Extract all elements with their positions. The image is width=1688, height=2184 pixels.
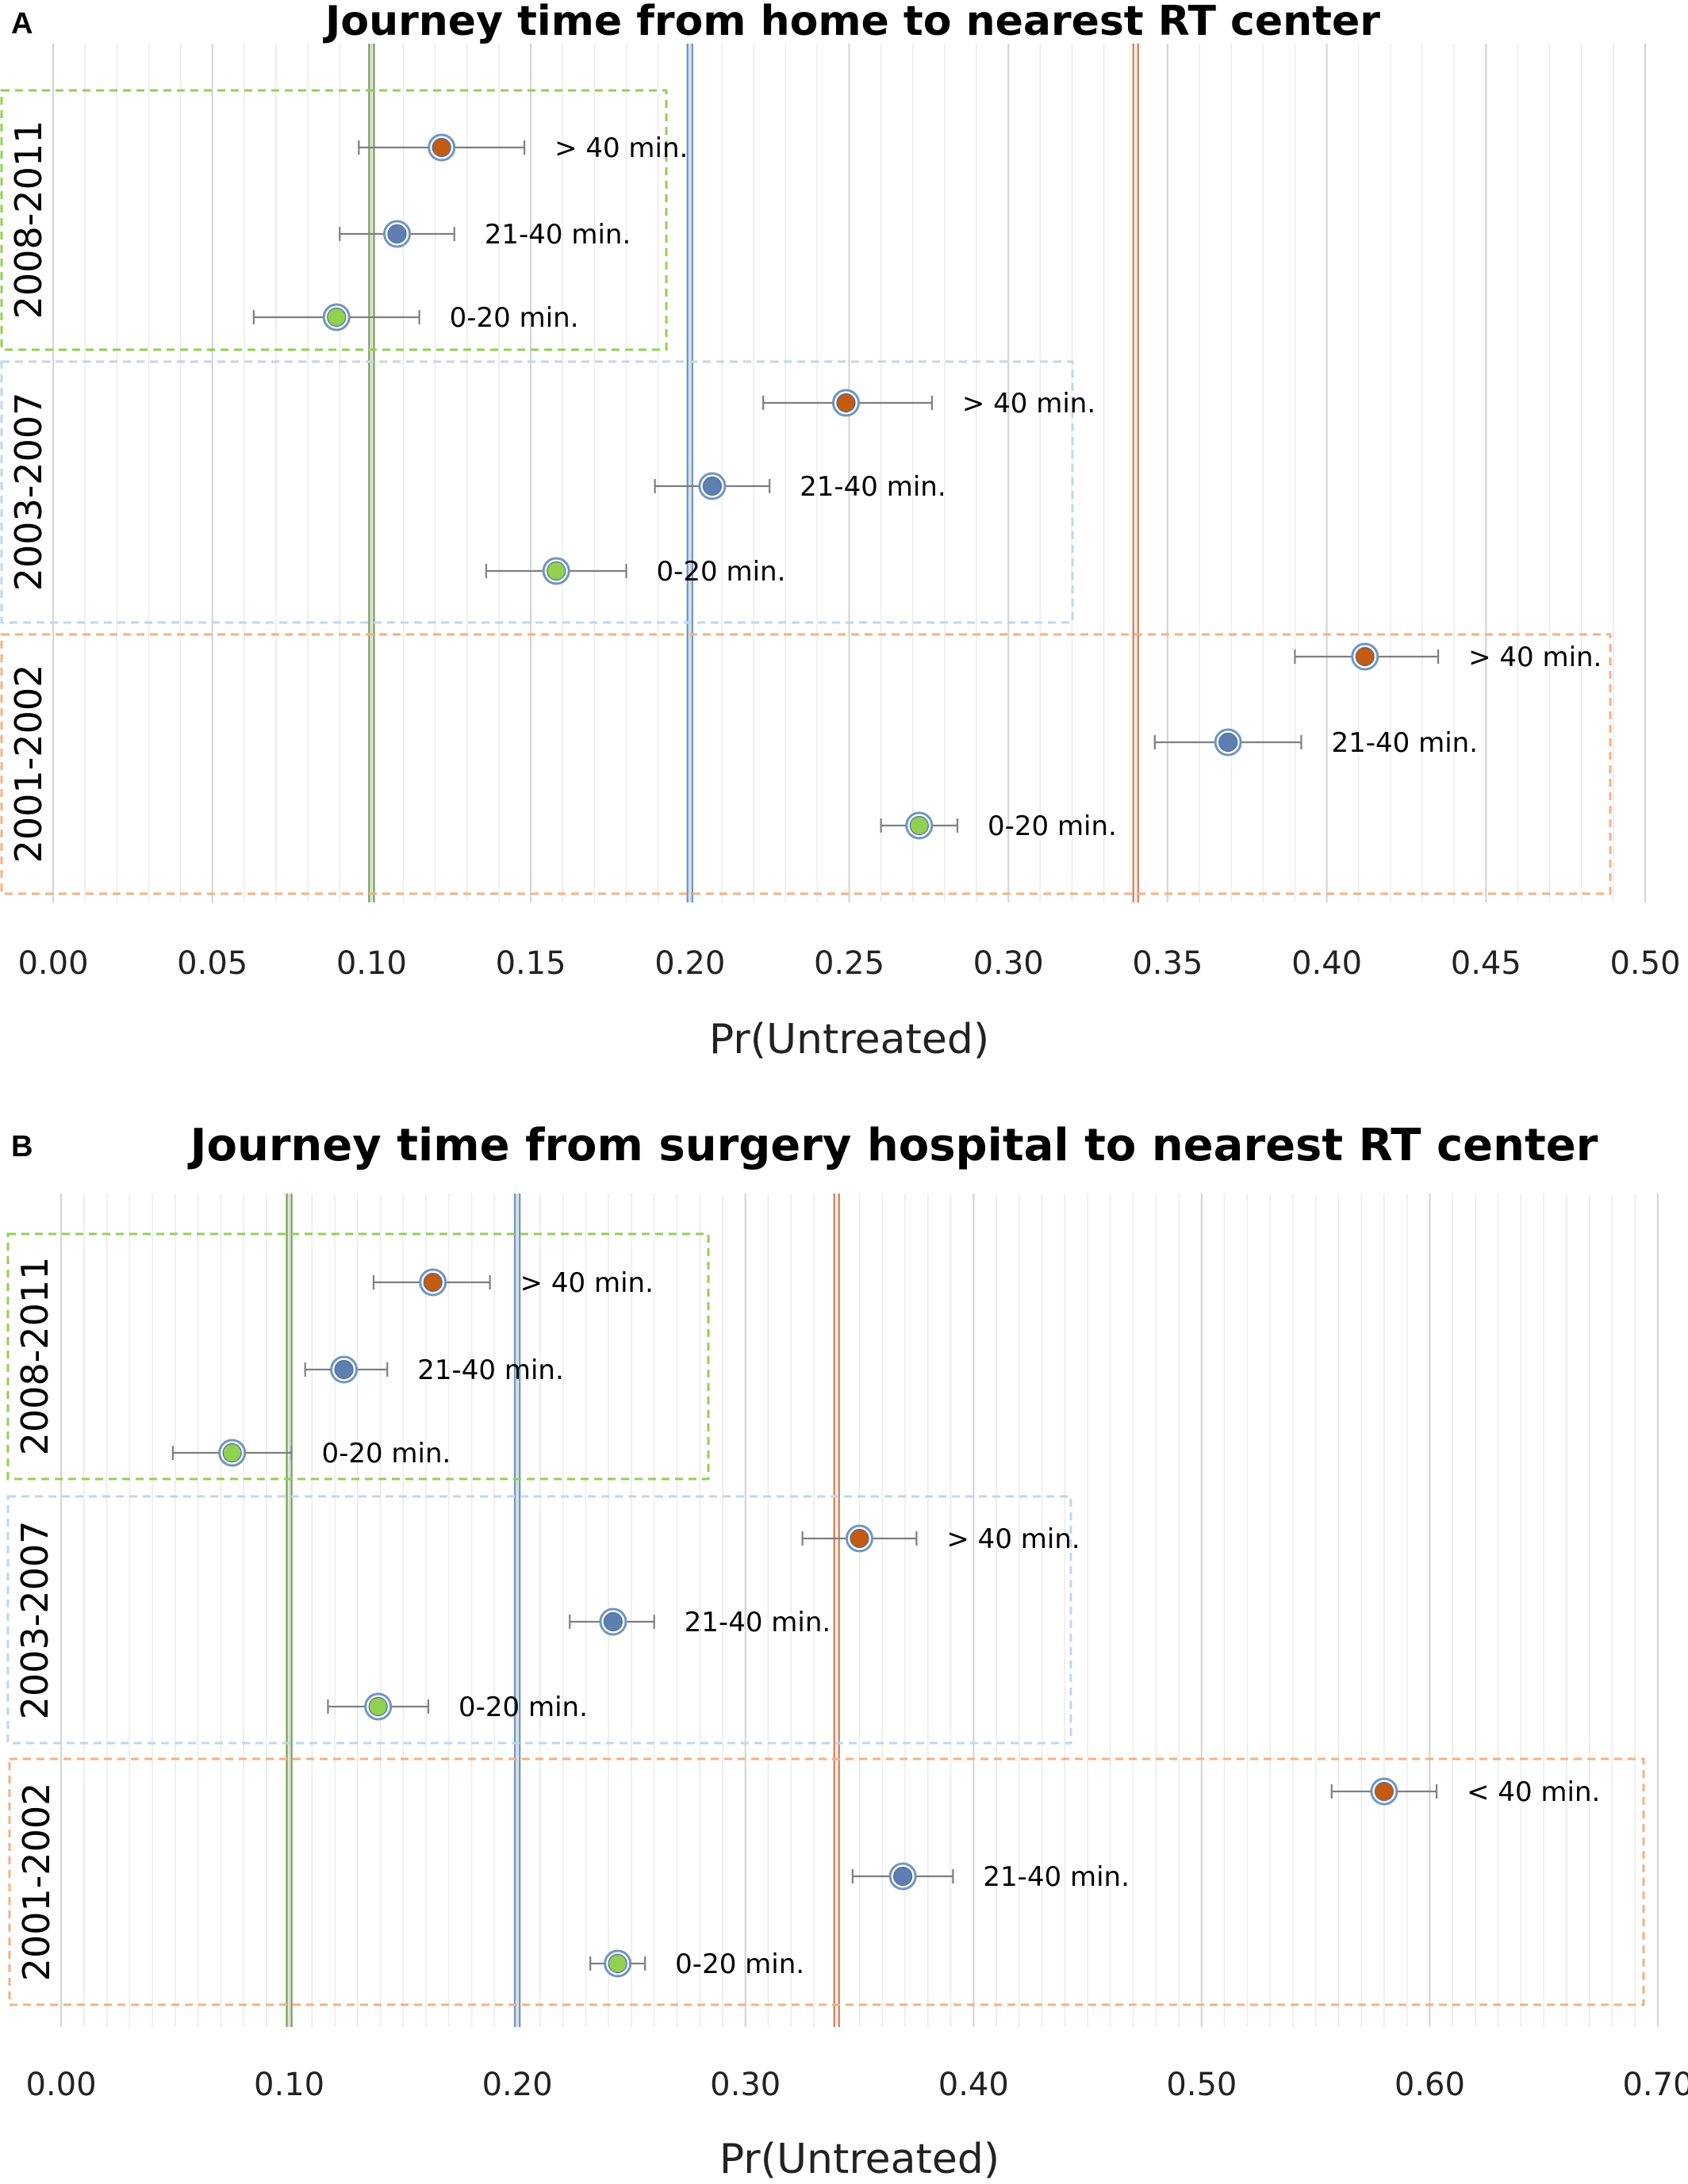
group-box <box>0 360 1074 624</box>
chart-title: Journey time from home to nearest RT cen… <box>323 0 1380 45</box>
x-axis-label: Pr(Untreated) <box>719 2136 999 2183</box>
group-box <box>6 1495 1072 1745</box>
point-label: > 40 min. <box>962 388 1095 420</box>
point-label: < 40 min. <box>1467 1776 1600 1808</box>
data-point <box>893 1866 913 1887</box>
data-point <box>1218 732 1238 753</box>
x-tick-label: 0.30 <box>710 2067 781 2103</box>
group-label: 2003-2007 <box>7 393 50 592</box>
x-tick-label: 0.70 <box>1622 2067 1688 2103</box>
point-label: 21-40 min. <box>417 1354 564 1386</box>
point-label: > 40 min. <box>554 132 688 164</box>
data-point <box>1374 1781 1395 1802</box>
x-tick-label: 0.50 <box>1166 2067 1237 2103</box>
group-2003-2007: 2003-2007 > 40 min. 21-40 min. 0-20 min. <box>0 360 1095 624</box>
x-tick-label: 0.50 <box>1609 945 1680 982</box>
data-point <box>702 476 722 496</box>
data-point <box>334 1359 354 1380</box>
x-axis-label: Pr(Untreated) <box>709 1016 989 1063</box>
data-point <box>423 1272 443 1293</box>
x-tick-label: 0.15 <box>496 945 566 982</box>
group-label: 2001-2002 <box>7 665 50 864</box>
group-2001-2002: 2001-2002 < 40 min. 21-40 min. 0-20 min. <box>8 1757 1645 2006</box>
data-point <box>547 561 566 581</box>
point-label: 21-40 min. <box>800 471 946 503</box>
data-point <box>387 224 407 244</box>
x-tick-label: 0.10 <box>336 945 407 982</box>
point-label: 0-20 min. <box>988 810 1117 842</box>
point-label: 0-20 min. <box>675 1948 804 1980</box>
data-point <box>368 1696 388 1717</box>
point-label: 0-20 min. <box>458 1692 588 1723</box>
data-point <box>603 1611 623 1632</box>
group-box <box>0 633 1612 895</box>
gridlines <box>59 1194 1659 2027</box>
group-2008-2011: 2008-2011 > 40 min. 21-40 min. 0-20 min. <box>0 89 688 351</box>
group-2008-2011: 2008-2011 > 40 min. 21-40 min. 0-20 min. <box>6 1232 710 1481</box>
point-label: 21-40 min. <box>685 1607 831 1638</box>
x-tick-label: 0.45 <box>1451 945 1521 982</box>
point-label: 0-20 min. <box>657 556 786 588</box>
x-tick-label: 0.05 <box>177 945 247 982</box>
group-box <box>8 1757 1645 2006</box>
x-tick-label: 0.35 <box>1132 945 1203 982</box>
chart-title: Journey time from surgery hospital to ne… <box>187 1120 1598 1171</box>
x-tick-label: 0.10 <box>254 2067 324 2103</box>
panel-label: A <box>11 7 33 40</box>
x-tick-label: 0.25 <box>814 945 884 982</box>
point-label: 21-40 min. <box>983 1861 1130 1893</box>
x-tick-label: 0.20 <box>482 2067 553 2103</box>
point-label: > 40 min. <box>520 1267 654 1299</box>
point-label: 0-20 min. <box>450 302 579 334</box>
data-point <box>608 1953 627 1974</box>
x-tick-label: 0.40 <box>1291 945 1362 982</box>
point-label: > 40 min. <box>946 1523 1080 1555</box>
group-2001-2002: 2001-2002 > 40 min. 21-40 min. 0-20 min. <box>0 633 1612 895</box>
x-tick-label: 0.30 <box>973 945 1044 982</box>
x-tick-label: 0.40 <box>938 2067 1009 2103</box>
group-label: 2008-2011 <box>13 1257 56 1456</box>
point-label: 0-20 min. <box>321 1438 451 1469</box>
x-tick-label: 0.00 <box>17 945 88 982</box>
point-label: 21-40 min. <box>1331 727 1478 759</box>
gridlines <box>52 44 1647 902</box>
data-point <box>327 307 347 328</box>
data-point <box>909 815 929 836</box>
group-label: 2008-2011 <box>7 121 50 320</box>
chart-panel-b: B Journey time from surgery hospital to n… <box>6 1120 1688 2183</box>
x-tick-label: 0.60 <box>1395 2067 1465 2103</box>
x-tick-label: 0.00 <box>25 2067 96 2103</box>
group-box <box>6 1232 710 1481</box>
data-point <box>222 1443 242 1463</box>
data-point <box>850 1528 869 1549</box>
point-label: > 40 min. <box>1468 642 1602 673</box>
group-label: 2003-2007 <box>13 1521 56 1720</box>
group-2003-2007: 2003-2007 > 40 min. 21-40 min. 0-20 min. <box>6 1495 1080 1745</box>
group-box <box>0 89 668 351</box>
group-label: 2001-2002 <box>15 1783 58 1982</box>
panel-label: B <box>11 1130 33 1163</box>
chart-panel-a: A Journey time from home to nearest RT ce… <box>0 0 1681 1063</box>
x-tick-label: 0.20 <box>654 945 725 982</box>
data-point <box>836 393 856 413</box>
data-point <box>432 137 451 158</box>
point-label: 21-40 min. <box>485 219 631 251</box>
data-point <box>1355 646 1375 667</box>
